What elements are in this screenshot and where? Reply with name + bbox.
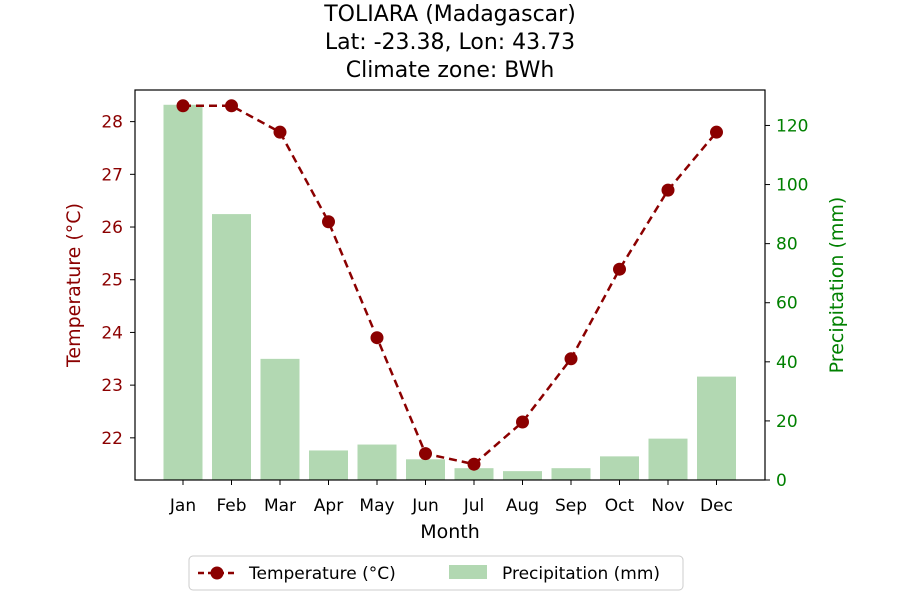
precipitation-bar-jun xyxy=(406,459,445,480)
temperature-point-sep xyxy=(564,352,578,366)
temperature-tick-label: 27 xyxy=(101,165,123,185)
precipitation-bar-dec xyxy=(697,376,736,480)
precipitation-bar-aug xyxy=(503,471,542,480)
temperature-point-feb xyxy=(225,99,238,113)
precipitation-tick-label: 120 xyxy=(776,116,808,136)
precipitation-tick-label: 60 xyxy=(776,294,798,314)
precipitation-bars xyxy=(163,104,736,480)
x-tick-label: May xyxy=(359,496,394,516)
x-axis-label: Month xyxy=(420,521,480,543)
temperature-tick-label: 26 xyxy=(101,218,123,238)
temperature-point-aug xyxy=(516,415,529,429)
precipitation-bar-mar xyxy=(260,358,300,480)
precipitation-bar-nov xyxy=(648,438,688,480)
precipitation-tick-label: 100 xyxy=(776,176,808,196)
precipitation-bar-jan xyxy=(163,104,203,480)
temperature-point-jun xyxy=(419,447,432,461)
legend: Temperature (°C) Precipitation (mm) xyxy=(188,555,684,591)
precipitation-bar-may xyxy=(357,444,397,480)
temperature-axis-ticks: 22 23 24 25 26 27 28 xyxy=(101,113,135,449)
x-tick-label: Jun xyxy=(411,496,439,516)
chart-title: TOLIARA (Madagascar) Lat: -23.38, Lon: 4… xyxy=(323,2,576,83)
x-tick-label: Mar xyxy=(264,496,296,516)
legend-precipitation-swatch xyxy=(449,565,487,579)
temperature-point-apr xyxy=(322,215,335,229)
precipitation-axis-ticks: 0 20 40 60 80 100 120 xyxy=(765,116,808,491)
precipitation-bar-apr xyxy=(309,450,348,480)
x-tick-label: Nov xyxy=(651,496,684,516)
temperature-series xyxy=(176,99,723,471)
precipitation-bar-jul xyxy=(454,468,494,480)
x-tick-label: Apr xyxy=(314,496,343,516)
temperature-point-jul xyxy=(467,457,481,471)
precipitation-tick-label: 20 xyxy=(776,412,798,432)
temperature-point-jan xyxy=(176,99,190,113)
precipitation-bar-sep xyxy=(551,468,591,480)
legend-temperature-marker xyxy=(210,566,224,580)
temperature-tick-label: 22 xyxy=(101,429,123,449)
precipitation-bar-oct xyxy=(600,456,639,480)
x-tick-label: Jul xyxy=(463,496,485,516)
temperature-tick-label: 25 xyxy=(101,271,123,291)
x-tick-label: Feb xyxy=(216,496,246,516)
temperature-point-dec xyxy=(710,125,723,139)
x-tick-label: Dec xyxy=(700,496,733,516)
legend-box xyxy=(188,555,684,591)
precipitation-axis-label: Precipitation (mm) xyxy=(826,197,848,374)
precipitation-tick-label: 0 xyxy=(776,471,787,491)
plot-frame xyxy=(134,89,766,481)
x-axis-ticks: Jan Feb Mar Apr May Jun Jul Aug Sep Oct Nov Dec xyxy=(169,480,733,516)
temperature-tick-label: 24 xyxy=(101,323,123,343)
temperature-axis-label: Temperature (°C) xyxy=(63,203,85,368)
temperature-tick-label: 28 xyxy=(101,113,123,133)
title-line-1: TOLIARA (Madagascar) xyxy=(323,2,576,27)
precipitation-tick-label: 80 xyxy=(776,235,798,255)
x-tick-label: Oct xyxy=(605,496,635,516)
temperature-point-may xyxy=(370,331,384,345)
x-tick-label: Sep xyxy=(555,496,587,516)
title-line-2: Lat: -23.38, Lon: 43.73 xyxy=(325,30,575,55)
precipitation-tick-label: 40 xyxy=(776,353,798,373)
legend-precipitation-label: Precipitation (mm) xyxy=(502,564,660,584)
temperature-point-nov xyxy=(661,183,675,197)
x-tick-label: Aug xyxy=(506,496,539,516)
precipitation-bar-feb xyxy=(212,214,251,480)
title-line-3: Climate zone: BWh xyxy=(346,58,555,83)
temperature-point-mar xyxy=(273,125,287,139)
temperature-point-oct xyxy=(613,262,626,276)
legend-temperature-label: Temperature (°C) xyxy=(248,564,396,584)
temperature-tick-label: 23 xyxy=(101,376,123,396)
x-tick-label: Jan xyxy=(169,496,196,516)
temperature-line xyxy=(183,104,718,466)
